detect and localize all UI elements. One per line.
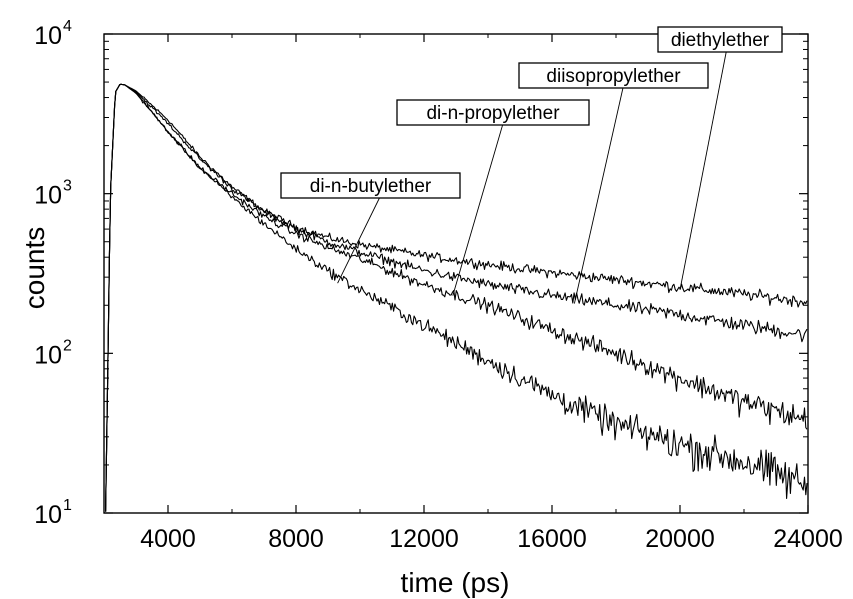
plot-frame <box>103 33 809 514</box>
y-tick-label: 10 <box>34 501 62 529</box>
y-tick-base: 10 <box>34 22 62 50</box>
x-tick-label: 12000 <box>389 525 459 553</box>
annotation-box <box>280 172 461 199</box>
annotation-label: di-n-butylether <box>310 176 432 197</box>
annotations: diethylether diisopropylether di-n-propyle… <box>280 26 783 304</box>
annotation-label: diisopropylether <box>546 66 681 87</box>
annotation-leader <box>337 197 380 284</box>
x-tick-label: 24000 <box>773 525 843 553</box>
annotation-leader <box>452 124 504 296</box>
annotation-box <box>657 26 783 53</box>
y-tick-label: 10 <box>34 22 62 50</box>
annotation-box <box>518 62 709 89</box>
series-line-3 <box>105 83 808 512</box>
plot-border <box>103 33 809 514</box>
y-tick-exponent: 3 <box>63 178 72 195</box>
x-tick-label: 16000 <box>517 525 587 553</box>
annotation-leader <box>573 87 624 304</box>
y-tick-exponent: 4 <box>63 18 72 35</box>
y-tick-exponent: 2 <box>63 337 72 354</box>
x-tick-label: 8000 <box>268 525 324 553</box>
y-tick-base: 10 <box>34 341 62 369</box>
annotation-box <box>396 99 590 126</box>
x-tick-label: 4000 <box>140 525 196 553</box>
y-axis-title: counts <box>19 227 50 310</box>
series-line-2 <box>105 83 808 512</box>
x-axis-title: time (ps) <box>401 567 510 598</box>
series-line-1 <box>105 83 808 512</box>
y-tick-label: 10 <box>34 182 62 210</box>
series-line-0 <box>105 83 808 512</box>
y-tick-base: 10 <box>34 182 62 210</box>
annotation-label: di-n-propylether <box>426 103 560 124</box>
annotation-label: diethylether <box>671 30 770 51</box>
y-tick-base: 10 <box>34 501 62 529</box>
y-tick-exponent: 1 <box>63 497 72 514</box>
x-tick-label: 20000 <box>645 525 715 553</box>
annotation-leader <box>679 51 727 290</box>
series-lines <box>105 83 808 512</box>
y-tick-label: 10 <box>34 341 62 369</box>
